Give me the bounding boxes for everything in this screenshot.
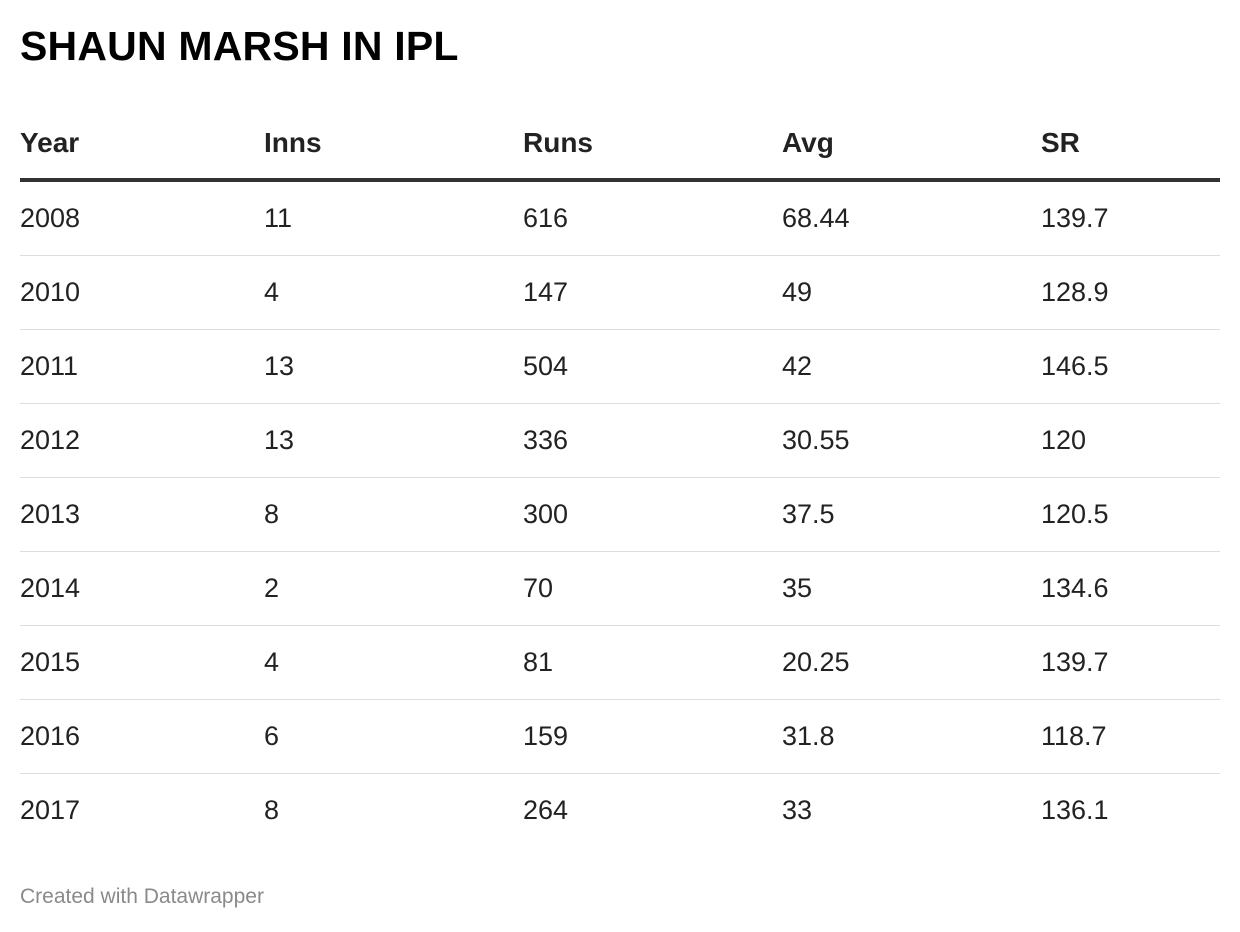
cell-avg: 20.25 <box>782 625 1041 700</box>
cell-inns: 13 <box>264 403 523 478</box>
cell-inns: 6 <box>264 699 523 774</box>
cell-inns: 11 <box>264 180 523 256</box>
column-header-year[interactable]: Year <box>20 108 264 182</box>
cell-inns: 2 <box>264 551 523 626</box>
cell-sr: 128.9 <box>1041 255 1220 330</box>
cell-inns: 8 <box>264 477 523 552</box>
cell-avg: 42 <box>782 329 1041 404</box>
cell-runs: 300 <box>523 477 782 552</box>
cell-sr: 146.5 <box>1041 329 1220 404</box>
table-row: 2012 13 336 30.55 120 <box>20 403 1220 478</box>
chart-title: SHAUN MARSH IN IPL <box>20 23 459 69</box>
cell-year: 2016 <box>20 699 264 774</box>
cell-runs: 504 <box>523 329 782 404</box>
column-header-runs[interactable]: Runs <box>523 108 782 182</box>
cell-avg: 68.44 <box>782 180 1041 256</box>
cell-inns: 13 <box>264 329 523 404</box>
cell-sr: 139.7 <box>1041 180 1220 256</box>
table-row: 2017 8 264 33 136.1 <box>20 774 1220 848</box>
cell-year: 2017 <box>20 795 81 825</box>
cell-year: 2013 <box>20 477 264 552</box>
cell-avg: 30.55 <box>782 403 1041 478</box>
cell-year: 2012 <box>20 403 264 478</box>
cell-inns: 8 <box>264 795 280 825</box>
cell-runs: 264 <box>523 795 569 825</box>
table-row: 2013 8 300 37.5 120.5 <box>20 477 1220 552</box>
column-header-avg[interactable]: Avg <box>782 108 1041 182</box>
cell-runs: 70 <box>523 551 782 626</box>
cell-avg: 49 <box>782 255 1041 330</box>
cell-avg: 31.8 <box>782 699 1041 774</box>
cell-sr: 118.7 <box>1041 699 1220 774</box>
table-row: 2015 4 81 20.25 139.7 <box>20 625 1220 700</box>
cell-avg: 33 <box>782 795 813 825</box>
cell-runs: 336 <box>523 403 782 478</box>
cell-sr: 139.7 <box>1041 625 1220 700</box>
table-row: 2014 2 70 35 134.6 <box>20 551 1220 626</box>
table-body: 2008 11 616 68.44 139.7 2010 4 147 49 128.9 2011 13… <box>20 180 1220 847</box>
column-header-inns[interactable]: Inns <box>264 108 523 182</box>
table-row: 2010 4 147 49 128.9 <box>20 255 1220 330</box>
table-row: 2016 6 159 31.8 118.7 <box>20 699 1220 774</box>
cell-year: 2010 <box>20 255 264 330</box>
cell-inns: 4 <box>264 255 523 330</box>
table-row: 2011 13 504 42 146.5 <box>20 329 1220 404</box>
credit-line: Created with Datawrapper <box>20 885 264 908</box>
cell-inns: 4 <box>264 625 523 700</box>
cell-year: 2008 <box>20 180 264 256</box>
cell-sr: 120 <box>1041 403 1220 478</box>
cell-runs: 147 <box>523 255 782 330</box>
cell-runs: 616 <box>523 180 782 256</box>
cell-sr: 134.6 <box>1041 551 1220 626</box>
cell-year: 2011 <box>20 329 264 404</box>
cell-year: 2014 <box>20 551 264 626</box>
cell-runs: 81 <box>523 625 782 700</box>
table-row: 2008 11 616 68.44 139.7 <box>20 180 1220 256</box>
column-header-sr[interactable]: SR <box>1041 108 1220 182</box>
cell-avg: 37.5 <box>782 477 1041 552</box>
cell-year: 2015 <box>20 625 264 700</box>
cell-avg: 35 <box>782 551 1041 626</box>
stats-table: Year Inns Runs Avg SR 2008 11 616 68.44 139.… <box>20 108 1220 847</box>
cell-sr: 120.5 <box>1041 477 1220 552</box>
cell-runs: 159 <box>523 699 782 774</box>
cell-sr: 136.1 <box>1041 795 1109 825</box>
table-header-row: Year Inns Runs Avg SR <box>20 108 1220 182</box>
